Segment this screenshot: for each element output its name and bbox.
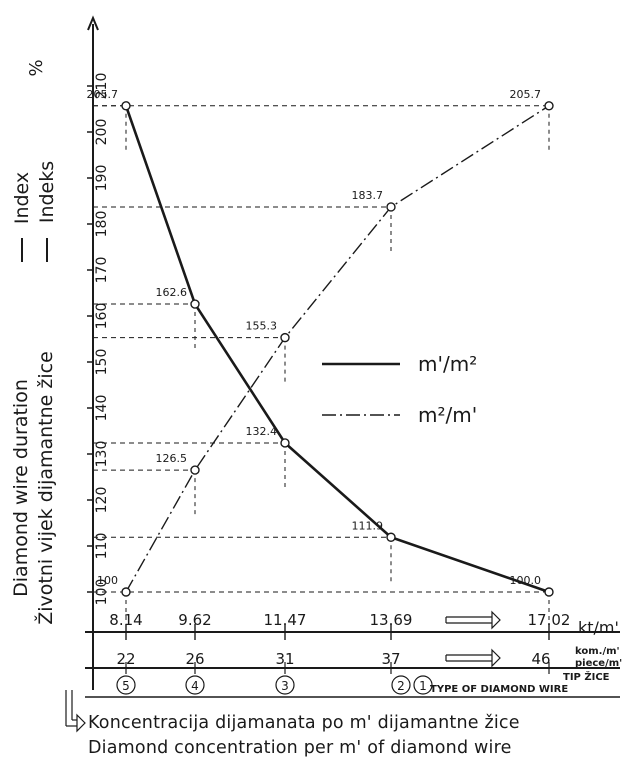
pieces-label-3: 37 <box>381 650 400 668</box>
y-tick-label: 110 <box>94 533 110 560</box>
x-unit-label: kt/m' <box>578 618 619 637</box>
series-line-solid <box>124 105 550 594</box>
pieces-label-4: 46 <box>531 650 550 668</box>
point-s1-p3 <box>386 202 396 212</box>
type-label-hr: TIP ŽICE <box>563 670 610 683</box>
point-s1-p4 <box>544 101 554 111</box>
point-s0-p0 <box>121 101 131 111</box>
pieces-label-1: 26 <box>185 650 204 668</box>
legend-label-dashdot: m²/m' <box>418 403 477 427</box>
y-axis-title-en: Diamond wire duration <box>10 379 32 597</box>
type-label-4: 1 <box>419 679 427 693</box>
value-label-s1-p4: 205.7 <box>510 88 542 101</box>
x-axis-arrow <box>445 610 501 630</box>
bracket-head <box>76 713 86 733</box>
y-unit-label: % <box>26 59 47 76</box>
y-tick-label: 190 <box>94 165 110 192</box>
point-s0-p2 <box>280 438 290 448</box>
arrow-head <box>491 610 501 630</box>
type-label-3: 2 <box>397 679 405 693</box>
pieces-label-0: 22 <box>116 650 135 668</box>
value-label-s1-p2: 155.3 <box>246 320 278 333</box>
type-label-en: TYPE OF DIAMOND WIRE <box>430 684 568 695</box>
x-tick-label-2: 11.47 <box>264 611 307 629</box>
y-tick-label: 140 <box>94 395 110 422</box>
y-tick-label: 180 <box>94 211 110 238</box>
y-axis-title-hr: Životni vijek dijamantne žice <box>34 351 57 625</box>
value-label-s0-p1: 162.6 <box>156 286 188 299</box>
value-label-s0-p2: 132.4 <box>246 425 278 438</box>
index-label-en: Index <box>11 172 33 224</box>
y-tick-label: 120 <box>94 487 110 514</box>
pieces-unit-en: piece/m' <box>575 658 622 669</box>
arrow-head <box>491 648 501 668</box>
y-tick-label: 200 <box>94 119 110 146</box>
y-axis-arrow <box>87 15 99 31</box>
type-circle-2 <box>275 675 295 695</box>
type-circle-3 <box>391 675 411 695</box>
y-tick-label: 150 <box>94 349 110 376</box>
pieces-arrow <box>445 648 501 668</box>
point-s0-p1 <box>190 299 200 309</box>
y-tick-label: 160 <box>94 303 110 330</box>
index-label-hr: Indeks <box>36 161 58 223</box>
x-axis-label-en: Diamond concentration per m' of diamond … <box>88 738 512 758</box>
pieces-label-2: 31 <box>275 650 294 668</box>
value-label-s1-p3: 183.7 <box>352 189 384 202</box>
value-label-s1-p1: 126.5 <box>156 452 188 465</box>
x-tick-label-4: 17.02 <box>528 611 571 629</box>
type-circle-0 <box>116 675 136 695</box>
point-s1-p2 <box>280 332 290 343</box>
y-tick-label: 170 <box>94 257 110 284</box>
type-label-2: 3 <box>281 679 289 693</box>
x-axis-label-hr: Koncentracija dijamanata po m' dijamantn… <box>88 713 520 733</box>
value-label-s0-p4: 100.0 <box>510 574 542 587</box>
x-tick-label-1: 9.62 <box>178 611 211 629</box>
type-label-0: 5 <box>122 679 130 693</box>
y-tick-label: 210 <box>94 73 110 100</box>
bottom-bracket-arrow <box>65 690 86 733</box>
point-s1-p1 <box>190 465 200 475</box>
y-tick-label: 130 <box>94 441 110 468</box>
value-label-s1-p0: 100 <box>97 574 118 587</box>
y-tick-label: 100 <box>94 579 110 606</box>
type-circle-1 <box>185 675 205 695</box>
value-label-s0-p0: 205.7 <box>87 88 119 101</box>
point-s0-p3 <box>386 532 396 542</box>
value-label-s0-p3: 111.9 <box>352 519 384 532</box>
pieces-unit-hr: kom./m' <box>575 646 620 657</box>
x-tick-label-3: 13.69 <box>370 611 413 629</box>
type-label-1: 4 <box>191 679 199 693</box>
legend-label-solid: m'/m² <box>418 352 477 376</box>
x-tick-label-0: 8.14 <box>109 611 142 629</box>
point-s0-p4 <box>544 587 554 597</box>
series-line-dashdot <box>125 105 550 593</box>
type-circle-4 <box>413 675 433 695</box>
point-s1-p0 <box>121 587 131 597</box>
